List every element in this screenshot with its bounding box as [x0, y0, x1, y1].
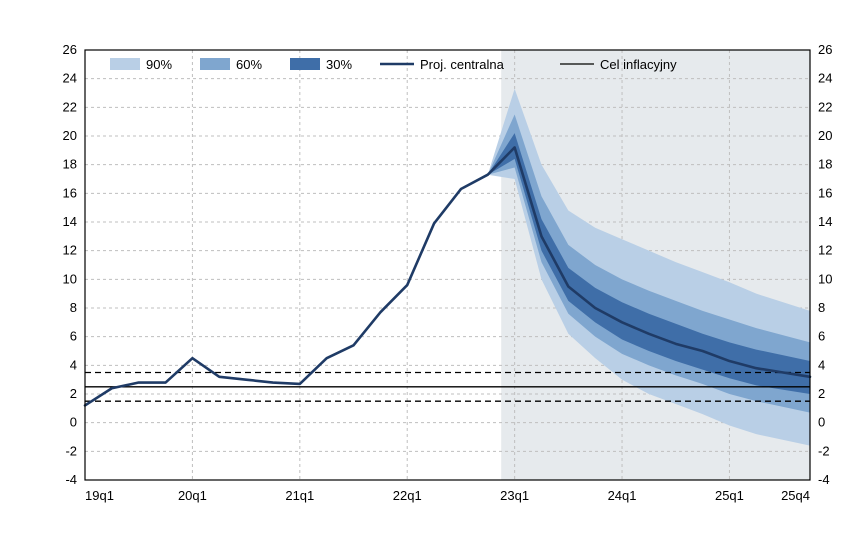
- ytick-right: -2: [818, 443, 830, 458]
- ytick-right: 16: [818, 185, 832, 200]
- ytick-right: 2: [818, 386, 825, 401]
- legend-swatch: [110, 58, 140, 70]
- legend-label: Proj. centralna: [420, 57, 505, 72]
- legend-swatch: [200, 58, 230, 70]
- ytick-left: 0: [70, 415, 77, 430]
- ytick-left: 2: [70, 386, 77, 401]
- xtick: 23q1: [500, 488, 529, 503]
- ytick-right: 8: [818, 300, 825, 315]
- ytick-right: 26: [818, 42, 832, 57]
- ytick-left: -2: [65, 443, 77, 458]
- ytick-right: 18: [818, 157, 832, 172]
- legend-label: Cel inflacyjny: [600, 57, 677, 72]
- ytick-left: 12: [63, 243, 77, 258]
- ytick-right: 24: [818, 71, 832, 86]
- ytick-left: 4: [70, 357, 77, 372]
- ytick-left: -4: [65, 472, 77, 487]
- ytick-right: 14: [818, 214, 832, 229]
- ytick-right: 20: [818, 128, 832, 143]
- xtick: 21q1: [285, 488, 314, 503]
- xtick: 20q1: [178, 488, 207, 503]
- ytick-left: 8: [70, 300, 77, 315]
- ytick-left: 26: [63, 42, 77, 57]
- ytick-left: 24: [63, 71, 77, 86]
- xtick: 24q1: [608, 488, 637, 503]
- ytick-left: 20: [63, 128, 77, 143]
- ytick-left: 6: [70, 329, 77, 344]
- ytick-left: 14: [63, 214, 77, 229]
- ytick-left: 16: [63, 185, 77, 200]
- legend-label: 30%: [326, 57, 352, 72]
- ytick-right: 4: [818, 357, 825, 372]
- ytick-left: 10: [63, 271, 77, 286]
- legend-swatch: [290, 58, 320, 70]
- chart-container: -4-4-2-200224466881010121214141616181820…: [0, 0, 868, 555]
- fan-chart: -4-4-2-200224466881010121214141616181820…: [0, 0, 868, 555]
- ytick-left: 22: [63, 99, 77, 114]
- ytick-right: 0: [818, 415, 825, 430]
- ytick-right: 22: [818, 99, 832, 114]
- xtick: 19q1: [85, 488, 114, 503]
- ytick-right: 10: [818, 271, 832, 286]
- xtick: 25q1: [715, 488, 744, 503]
- xtick: 25q4: [781, 488, 810, 503]
- legend-label: 60%: [236, 57, 262, 72]
- legend-label: 90%: [146, 57, 172, 72]
- ytick-left: 18: [63, 157, 77, 172]
- xtick: 22q1: [393, 488, 422, 503]
- ytick-right: 12: [818, 243, 832, 258]
- ytick-right: 6: [818, 329, 825, 344]
- ytick-right: -4: [818, 472, 830, 487]
